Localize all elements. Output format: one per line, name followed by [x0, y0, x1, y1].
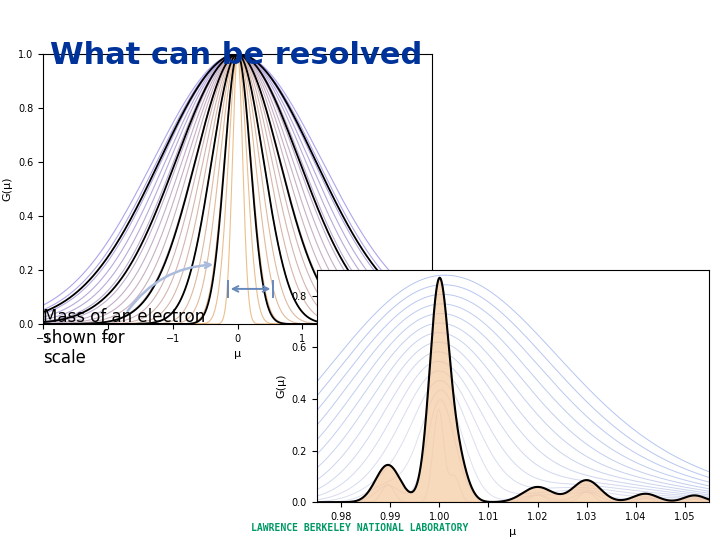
Text: x 10⁻³: x 10⁻³	[436, 346, 464, 355]
Text: What can be resolved: What can be resolved	[50, 40, 423, 70]
Text: LAWRENCE BERKELEY NATIONAL LABORATORY: LAWRENCE BERKELEY NATIONAL LABORATORY	[251, 523, 469, 533]
Y-axis label: G(μ): G(μ)	[276, 374, 286, 399]
Y-axis label: G(μ): G(μ)	[3, 177, 12, 201]
Text: Mass of an electron
shown for
scale: Mass of an electron shown for scale	[43, 308, 205, 367]
X-axis label: μ: μ	[234, 349, 241, 359]
X-axis label: μ: μ	[510, 528, 516, 537]
Text: BERKELEY LAB: BERKELEY LAB	[586, 53, 660, 63]
